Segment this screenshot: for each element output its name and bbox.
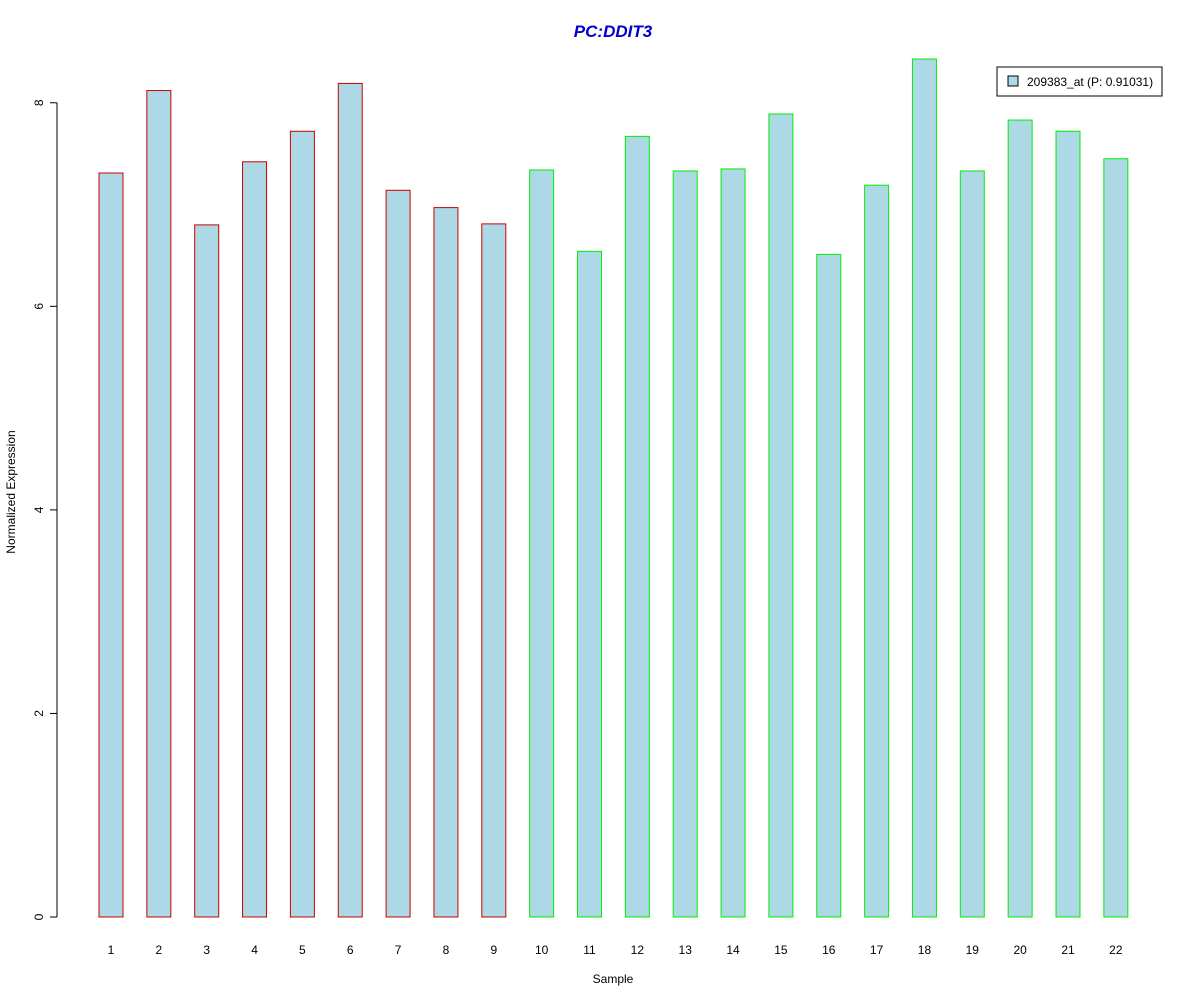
x-tick-label: 7 [395, 943, 402, 957]
x-tick-label: 3 [203, 943, 210, 957]
x-tick-label: 12 [631, 943, 645, 957]
chart-title: PC:DDIT3 [574, 22, 653, 41]
x-axis-label: Sample [593, 972, 634, 986]
y-tick-label: 4 [32, 506, 46, 513]
bar-sample-14 [720, 168, 746, 918]
bar-sample-22 [1103, 158, 1129, 918]
bars-group [98, 58, 1129, 918]
y-axis: 0 2 4 6 8 [32, 99, 58, 920]
legend-box [996, 66, 1163, 97]
x-tick-label: 11 [583, 943, 596, 957]
x-tick-label: 21 [1061, 943, 1075, 957]
bar-sample-2 [146, 90, 172, 918]
bar-sample-6 [337, 82, 363, 918]
legend-swatch [1007, 75, 1019, 87]
bar-sample-20 [1007, 119, 1033, 918]
bar-sample-13 [672, 170, 698, 918]
bar-sample-21 [1055, 130, 1081, 918]
bar-sample-12 [624, 135, 650, 918]
legend: 209383_at (P: 0.91031) [996, 66, 1163, 97]
bar-sample-17 [864, 184, 890, 918]
x-tick-label: 15 [774, 943, 788, 957]
x-tick-label: 2 [156, 943, 163, 957]
bar-sample-3 [194, 224, 220, 918]
y-tick-label: 8 [32, 99, 46, 106]
bar-sample-1 [98, 172, 124, 918]
y-tick-label: 6 [32, 303, 46, 310]
x-tick-label: 17 [870, 943, 884, 957]
bar-sample-16 [816, 253, 842, 918]
bar-sample-19 [959, 170, 985, 918]
bar-sample-11 [577, 250, 602, 918]
x-tick-label: 20 [1013, 943, 1027, 957]
bar-sample-7 [385, 189, 411, 918]
y-tick-label: 0 [32, 913, 46, 920]
x-tick-labels: 1 2 3 4 5 6 7 8 9 10 11 12 13 14 15 16 17 18 19 20 21 22 [108, 943, 1123, 957]
y-axis-label: Normalized Expression [4, 430, 18, 553]
bar-sample-9 [481, 223, 507, 918]
bar-sample-15 [768, 113, 794, 918]
x-tick-label: 22 [1109, 943, 1123, 957]
x-tick-label: 10 [535, 943, 549, 957]
x-tick-label: 4 [251, 943, 258, 957]
bar-sample-5 [289, 130, 315, 918]
x-tick-label: 16 [822, 943, 836, 957]
x-tick-label: 9 [490, 943, 497, 957]
x-tick-label: 5 [299, 943, 306, 957]
bar-sample-4 [242, 161, 268, 918]
x-tick-label: 18 [918, 943, 932, 957]
x-tick-label: 19 [966, 943, 980, 957]
legend-label: 209383_at (P: 0.91031) [1027, 75, 1153, 89]
x-tick-label: 8 [443, 943, 450, 957]
bar-sample-10 [529, 169, 555, 918]
bar-sample-18 [911, 58, 937, 918]
y-tick-label: 2 [32, 710, 46, 717]
x-tick-label: 13 [679, 943, 693, 957]
x-tick-label: 1 [108, 943, 115, 957]
bar-sample-8 [433, 207, 459, 918]
x-tick-label: 14 [726, 943, 740, 957]
x-tick-label: 6 [347, 943, 354, 957]
